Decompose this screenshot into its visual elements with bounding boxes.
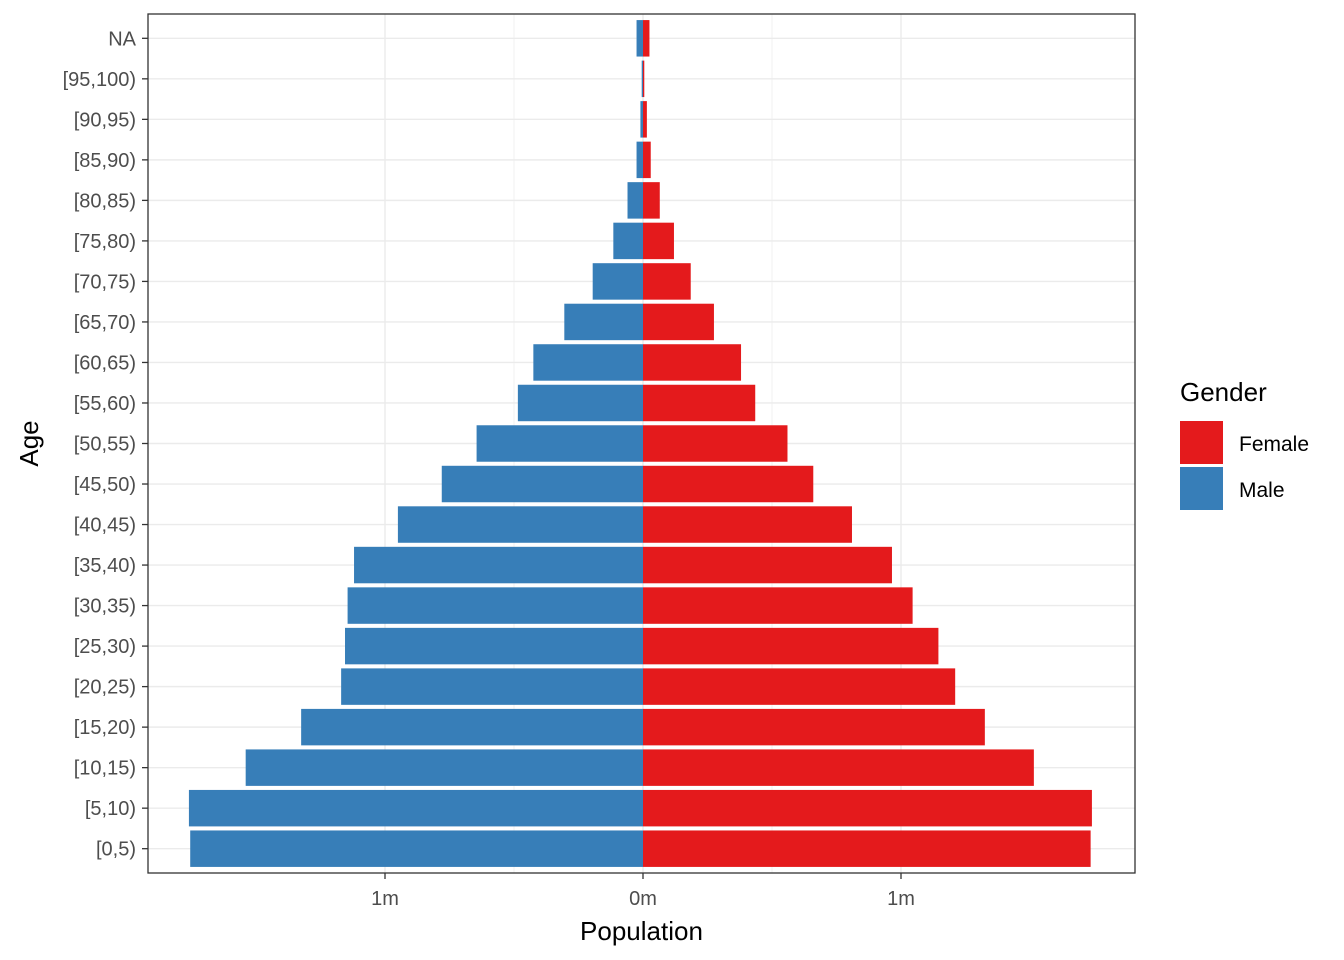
x-axis-ticks: 1m 0m 1m xyxy=(371,873,915,910)
bar-female xyxy=(643,506,852,543)
legend-label-male: Male xyxy=(1239,479,1285,502)
legend-title: Gender xyxy=(1180,377,1267,407)
y-tick-label: [85,90) xyxy=(74,150,136,172)
bar-female xyxy=(643,60,645,98)
y-tick-label: [70,75) xyxy=(74,271,136,293)
y-tick-label: [10,15) xyxy=(74,758,136,780)
bar-female xyxy=(643,141,651,179)
bar-female xyxy=(643,708,985,746)
bar-male xyxy=(245,749,643,786)
y-tick-label: [0,5) xyxy=(96,839,136,861)
bar-male xyxy=(190,830,643,867)
y-tick-label: [30,35) xyxy=(74,596,136,618)
y-tick-label: NA xyxy=(108,28,136,50)
legend-swatch-male xyxy=(1180,467,1223,510)
y-tick-label: [60,65) xyxy=(74,352,136,374)
bar-female xyxy=(643,384,756,422)
bar-male xyxy=(517,384,643,422)
bar-female xyxy=(643,344,742,381)
bar-female xyxy=(643,20,650,57)
bar-male xyxy=(341,668,643,705)
y-axis-ticks: [0,5) [5,10) [10,15) [15,20) [20,25) [25,30) [… xyxy=(63,28,148,861)
bar-female xyxy=(643,182,660,219)
legend-label-female: Female xyxy=(1239,433,1309,456)
y-tick-label: [45,50) xyxy=(74,474,136,496)
x-tick-label: 1m xyxy=(887,888,915,910)
bar-male xyxy=(441,465,643,503)
bar-female xyxy=(643,587,913,624)
bar-female xyxy=(643,263,691,300)
bars xyxy=(188,20,1092,867)
bar-female xyxy=(643,101,647,138)
y-tick-label: [65,70) xyxy=(74,312,136,334)
bar-male xyxy=(301,708,643,746)
bar-female xyxy=(643,627,939,665)
bar-male xyxy=(476,425,643,462)
bar-male xyxy=(347,587,643,624)
bar-male xyxy=(188,789,644,827)
y-tick-label: [25,30) xyxy=(74,636,136,658)
bar-female xyxy=(643,830,1091,867)
y-tick-label: [90,95) xyxy=(74,109,136,131)
bar-male xyxy=(345,627,643,665)
bar-female xyxy=(643,303,714,341)
bar-male xyxy=(627,182,643,219)
bar-female xyxy=(643,749,1034,786)
y-tick-label: [50,55) xyxy=(74,434,136,456)
bar-male xyxy=(636,20,643,57)
bar-female xyxy=(643,425,788,462)
bar-male xyxy=(533,344,643,381)
x-tick-label: 1m xyxy=(371,888,399,910)
bar-female xyxy=(643,668,956,705)
bar-female xyxy=(643,546,892,584)
y-tick-label: [80,85) xyxy=(74,190,136,212)
bar-female xyxy=(643,222,674,260)
x-tick-label: 0m xyxy=(629,888,657,910)
bar-male xyxy=(640,101,643,138)
bar-male xyxy=(397,506,643,543)
legend: Gender Female Male xyxy=(1180,377,1309,510)
bar-female xyxy=(643,789,1092,827)
bar-female xyxy=(643,465,814,503)
bar-male xyxy=(592,263,643,300)
bar-male xyxy=(641,60,643,98)
bar-male xyxy=(354,546,643,584)
y-tick-label: [20,25) xyxy=(74,677,136,699)
y-tick-label: [5,10) xyxy=(85,798,136,820)
bar-male xyxy=(613,222,643,260)
y-tick-label: [40,45) xyxy=(74,515,136,537)
bar-male xyxy=(636,141,643,179)
y-tick-label: [15,20) xyxy=(74,717,136,739)
y-tick-label: [55,60) xyxy=(74,393,136,415)
y-tick-label: [95,100) xyxy=(63,69,136,91)
y-tick-label: [75,80) xyxy=(74,231,136,253)
x-axis-title: Population xyxy=(580,916,703,946)
y-axis-title: Age xyxy=(14,420,44,466)
legend-swatch-female xyxy=(1180,421,1223,464)
y-tick-label: [35,40) xyxy=(74,555,136,577)
bar-male xyxy=(564,303,643,341)
